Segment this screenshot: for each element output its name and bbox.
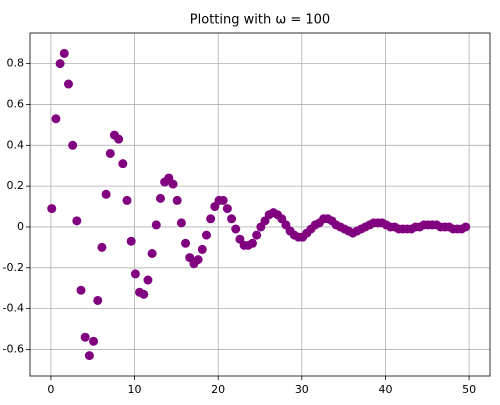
point (176, 218, 186, 228)
point (47, 204, 57, 214)
y-tick-label: -0.2 (3, 261, 24, 274)
point (93, 295, 103, 305)
point (197, 244, 207, 254)
x-tick-label: 50 (462, 383, 476, 396)
point (59, 48, 69, 58)
point (143, 275, 153, 285)
y-tick-label: 0.6 (7, 97, 25, 110)
point (97, 242, 107, 252)
point (72, 216, 82, 226)
point (218, 195, 228, 205)
point (55, 59, 65, 69)
point (118, 159, 128, 169)
point (68, 140, 78, 150)
x-tick-label: 30 (295, 383, 309, 396)
point (147, 249, 157, 258)
point (252, 230, 262, 240)
point (201, 230, 211, 240)
point (151, 220, 161, 230)
point (222, 204, 232, 214)
y-tick-label: -0.6 (3, 342, 24, 355)
y-tick-label: 0.8 (7, 57, 25, 70)
y-tick-label: 0.4 (7, 138, 25, 151)
point (76, 285, 86, 295)
point (122, 195, 132, 205)
y-tick-label: 0.2 (7, 179, 25, 192)
y-tick-label: -0.4 (3, 302, 24, 315)
x-tick-label: 40 (378, 383, 392, 396)
point (193, 255, 203, 265)
point (206, 214, 216, 224)
point (130, 269, 140, 279)
point (231, 224, 241, 234)
point (51, 114, 61, 124)
point (155, 193, 165, 203)
point (172, 195, 182, 205)
point (181, 238, 191, 248)
chart-title: Plotting with ω = 100 (190, 13, 330, 28)
x-tick-label: 10 (128, 383, 142, 396)
point (105, 148, 115, 158)
point (114, 134, 124, 144)
point (247, 238, 257, 248)
y-tick-label: 0 (17, 220, 24, 233)
point (461, 222, 471, 232)
point (139, 289, 149, 299)
plot-frame (29, 32, 491, 377)
point (168, 179, 178, 189)
point (126, 236, 136, 246)
point (80, 332, 90, 342)
x-tick-label: 0 (47, 383, 54, 396)
point (101, 189, 111, 199)
point (84, 351, 94, 361)
x-tick-label: 20 (211, 383, 225, 396)
point (89, 336, 99, 346)
point (63, 79, 73, 89)
point (227, 214, 237, 224)
